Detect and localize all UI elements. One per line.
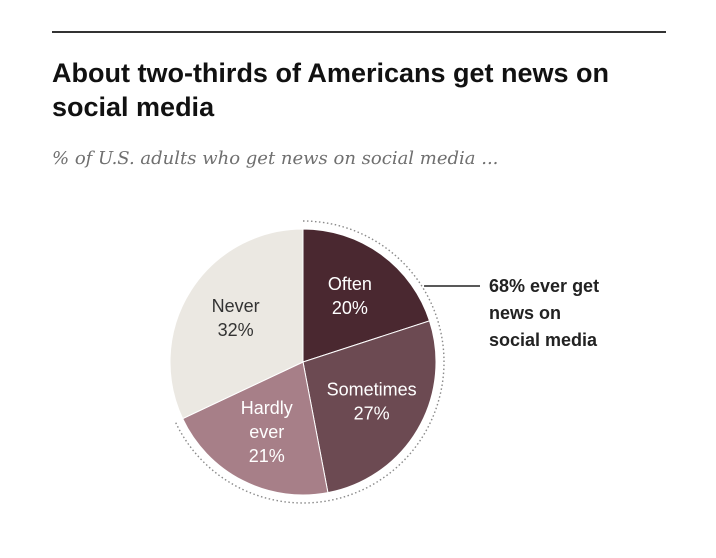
slice-category-label: Never	[212, 296, 260, 316]
top-rule	[52, 31, 666, 33]
pie-slices	[169, 228, 437, 496]
annotation-line: news on	[489, 303, 562, 323]
pie-slice-often	[302, 228, 431, 363]
annotation-line: social media	[489, 330, 598, 350]
annotation-line: 68% ever get	[489, 276, 600, 296]
chart-subtitle: % of U.S. adults who get news on social …	[52, 148, 499, 169]
slice-category-label: Hardly	[241, 398, 293, 418]
slice-value-label: 32%	[218, 320, 254, 340]
ever-bracket-arc	[174, 220, 445, 504]
annotation: 68% ever get news on social media	[489, 273, 659, 354]
slice-value-label: 21%	[249, 446, 285, 466]
slice-value-label: 27%	[354, 403, 390, 423]
slice-category-label: Often	[328, 274, 372, 294]
pie-slice-sometimes	[302, 320, 437, 494]
pie-slice-hardly-ever	[181, 361, 329, 496]
slice-value-label: 20%	[332, 298, 368, 318]
chart-title: About two-thirds of Americans get news o…	[52, 58, 610, 122]
slice-labels: Often 20% Sometimes 27% Hardly ever 21% Never 32…	[212, 274, 417, 466]
slice-category-label: Sometimes	[327, 379, 417, 399]
slice-category-label: ever	[249, 422, 284, 442]
pie-slice-never	[169, 228, 304, 420]
